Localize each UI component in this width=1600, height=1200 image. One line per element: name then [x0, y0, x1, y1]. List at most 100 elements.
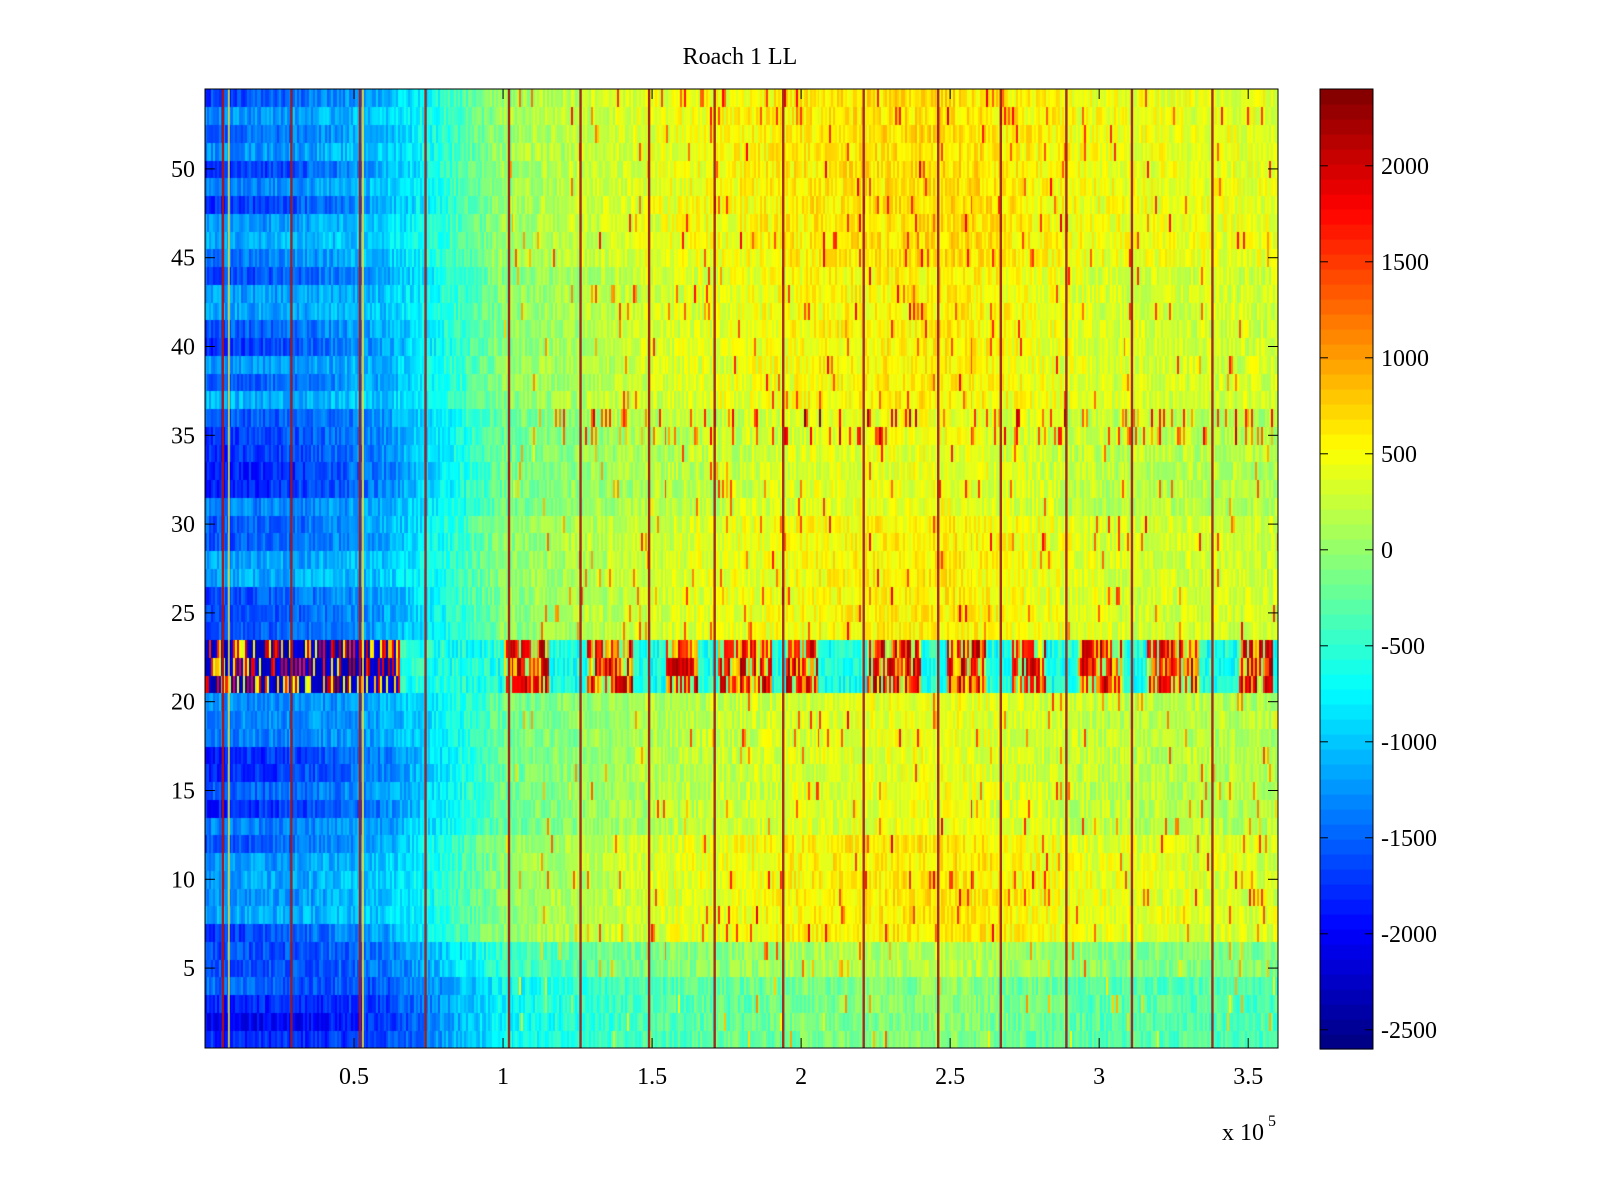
colorbar-segment	[1320, 179, 1373, 195]
colorbar-segment	[1320, 734, 1373, 750]
colorbar-segment	[1320, 419, 1373, 435]
colorbar-segment	[1320, 284, 1373, 300]
x-tick-label: 3	[1093, 1064, 1105, 1090]
vertical-stripe	[937, 89, 940, 1048]
colorbar-segment	[1320, 944, 1373, 960]
heatmap-cells	[205, 89, 1278, 1048]
colorbar-segment	[1320, 254, 1373, 270]
colorbar-segment	[1320, 389, 1373, 405]
vertical-stripe	[579, 89, 582, 1048]
x-tick-label: 3.5	[1233, 1064, 1263, 1090]
colorbar-segment	[1320, 509, 1373, 525]
colorbar-tick-label: 2000	[1381, 154, 1429, 180]
colorbar-segment	[1320, 344, 1373, 360]
colorbar-segment	[1320, 929, 1373, 945]
plot-area	[205, 89, 1278, 1048]
x-tick-label: 2	[795, 1064, 807, 1090]
colorbar-segment	[1320, 464, 1373, 480]
colorbar-segment	[1320, 1004, 1373, 1020]
colorbar-segment	[1320, 719, 1373, 735]
y-tick-label: 25	[171, 601, 195, 627]
x-axis-ticks: 0.5 1 1.5 2 2.5 3 3.5	[339, 89, 1263, 1090]
colorbar-segment	[1320, 329, 1373, 345]
colorbar-segment	[1320, 374, 1373, 390]
colorbar-tick-label: -1500	[1381, 826, 1437, 852]
vertical-stripe	[424, 89, 427, 1048]
y-tick-label: 40	[171, 335, 195, 361]
colorbar-segment	[1320, 809, 1373, 825]
colorbar-segment	[1320, 869, 1373, 885]
colorbar-tick-label: -2000	[1381, 922, 1437, 948]
colorbar-segment	[1320, 359, 1373, 375]
colorbar-segment	[1320, 479, 1373, 495]
colorbar-segment	[1320, 194, 1373, 210]
vertical-stripe-highlight	[361, 89, 364, 1048]
colorbar-segment	[1320, 224, 1373, 240]
vertical-stripe	[862, 89, 865, 1048]
colorbar-segment	[1320, 209, 1373, 225]
colorbar-tick-label: -2500	[1381, 1018, 1437, 1044]
colorbar-segment	[1320, 269, 1373, 285]
colorbar-segment	[1320, 524, 1373, 540]
vertical-stripe	[647, 89, 651, 1048]
colorbar-segment	[1320, 674, 1373, 690]
y-tick-label: 35	[171, 423, 195, 449]
colorbar-segment	[1320, 794, 1373, 810]
chart-title: Roach 1 LL	[683, 44, 798, 70]
colorbar-segment	[1320, 584, 1373, 600]
colorbar	[1320, 89, 1373, 1050]
colorbar-segment	[1320, 449, 1373, 465]
colorbar-segment	[1320, 899, 1373, 915]
vertical-stripe	[1211, 89, 1214, 1048]
colorbar-segment	[1320, 689, 1373, 705]
colorbar-segment	[1320, 989, 1373, 1005]
x-tick-label: 1.5	[637, 1064, 667, 1090]
colorbar-ticks: 2000 1500 1000 500 0 -500 -1000 -1500 -2000 -2500	[1320, 154, 1437, 1044]
colorbar-segment	[1320, 314, 1373, 330]
colorbar-segment	[1320, 164, 1373, 180]
colorbar-segment	[1320, 884, 1373, 900]
vertical-stripe	[358, 89, 362, 1048]
colorbar-segment	[1320, 539, 1373, 555]
colorbar-segment	[1320, 299, 1373, 315]
y-tick-label: 50	[171, 157, 195, 183]
x-axis-multiplier-exponent: 5	[1268, 1113, 1276, 1130]
y-tick-label: 5	[183, 956, 195, 982]
x-tick-label: 0.5	[339, 1064, 369, 1090]
colorbar-frame	[1319, 88, 1374, 1050]
colorbar-segment	[1320, 749, 1373, 765]
colorbar-segment	[1320, 659, 1373, 675]
vertical-stripe	[221, 89, 225, 1048]
x-tick-label: 1	[497, 1064, 509, 1090]
x-tick-label: 2.5	[935, 1064, 965, 1090]
y-tick-label: 30	[171, 512, 195, 538]
y-tick-label: 10	[171, 867, 195, 893]
colorbar-segment	[1320, 629, 1373, 645]
colorbar-segment	[1320, 644, 1373, 660]
colorbar-segment	[1320, 914, 1373, 930]
colorbar-segment	[1320, 764, 1373, 780]
vertical-stripe	[1130, 89, 1134, 1048]
vertical-stripe	[713, 89, 716, 1048]
colorbar-segment	[1320, 599, 1373, 615]
colorbar-segment	[1320, 839, 1373, 855]
colorbar-segment	[1320, 824, 1373, 840]
vertical-stripe	[507, 89, 511, 1048]
x-axis-multiplier: x 10	[1222, 1120, 1264, 1146]
colorbar-segment	[1320, 149, 1373, 165]
colorbar-tick-label: 1500	[1381, 250, 1429, 276]
colorbar-segment	[1320, 494, 1373, 510]
colorbar-segment	[1320, 779, 1373, 795]
colorbar-segment	[1320, 239, 1373, 255]
colorbar-segment	[1320, 434, 1373, 450]
colorbar-segment	[1320, 134, 1373, 150]
colorbar-segment	[1320, 89, 1373, 105]
y-axis-ticks: 5 10 15 20 25 30 35 40 45 50	[171, 157, 1278, 982]
colorbar-segment	[1320, 119, 1373, 135]
colorbar-segment	[1320, 404, 1373, 420]
colorbar-tick-label: -500	[1381, 634, 1425, 660]
y-tick-label: 20	[171, 690, 195, 716]
y-tick-label: 15	[171, 778, 195, 804]
